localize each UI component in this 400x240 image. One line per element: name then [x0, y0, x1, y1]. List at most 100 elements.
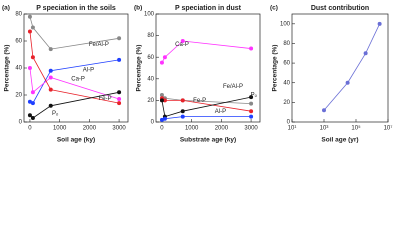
data-point: [30, 55, 35, 60]
x-tick-label: 3000: [112, 126, 126, 132]
y-tick-label: 40: [147, 76, 154, 82]
series-line: [161, 116, 252, 121]
data-point: [27, 29, 32, 34]
y-tick-label: 60: [283, 61, 290, 67]
y-tick-label: 20: [283, 100, 290, 106]
data-point: [249, 114, 254, 119]
plot-frame: [291, 13, 389, 123]
y-tick-label: 80: [15, 12, 22, 18]
data-point: [159, 98, 164, 103]
x-tick-label: 3000: [244, 126, 258, 132]
chart-title: P speciation in the soils: [36, 5, 116, 12]
x-tick-label: 0: [160, 126, 164, 132]
data-point: [48, 75, 53, 80]
data-point: [159, 93, 164, 97]
data-point: [249, 46, 254, 51]
x-tick-label: 10⁵: [351, 125, 361, 132]
data-point: [27, 99, 32, 104]
data-point: [363, 51, 368, 56]
data-point: [117, 90, 122, 95]
series-label: Pₒ: [251, 93, 258, 99]
y-tick-label: 100: [280, 21, 291, 27]
figure: (a) P speciation in the soils Soil age (ky…: [2, 5, 393, 144]
data-point: [162, 55, 167, 60]
y-tick-label: 0: [287, 120, 291, 126]
chart-title: Dust contribution: [311, 5, 369, 12]
y-tick-label: 40: [283, 80, 290, 86]
data-point: [30, 90, 35, 95]
y-tick-label: 40: [15, 66, 22, 72]
y-tick-label: 60: [147, 55, 154, 61]
panel-label: (c): [270, 5, 278, 12]
y-axis-label: Percentage (%): [4, 45, 11, 92]
series-label: Al-P: [215, 109, 226, 115]
chart-title: P speciation in dust: [175, 5, 242, 12]
series-label: Ca-P: [175, 42, 189, 48]
data-point: [30, 101, 35, 106]
series-line: [161, 40, 252, 63]
y-tick-label: 80: [283, 41, 290, 47]
series-label: Fe-P: [193, 98, 206, 104]
y-tick-label: 80: [147, 33, 154, 39]
y-axis-label: Percentage (%): [272, 45, 279, 92]
series-label: Al-P: [83, 68, 94, 74]
data-point: [180, 114, 185, 119]
y-tick-label: 20: [15, 93, 22, 99]
series-line: [161, 96, 252, 118]
data-point: [249, 101, 254, 106]
series-line: [29, 31, 120, 104]
data-point: [180, 98, 185, 103]
x-tick-label: 1000: [53, 126, 67, 132]
data-point: [159, 60, 164, 65]
data-point: [27, 113, 32, 118]
data-point: [117, 97, 122, 102]
data-point: [27, 66, 32, 70]
series-label: Fe-P: [99, 96, 112, 102]
y-tick-label: 60: [15, 39, 22, 45]
x-axis-label: Soil age (ky): [57, 137, 95, 144]
y-tick-label: 0: [19, 120, 23, 126]
data-point: [322, 108, 326, 113]
plot-frame: [23, 13, 129, 123]
x-tick-label: 10¹: [288, 126, 297, 132]
y-tick-label: 100: [144, 12, 155, 18]
plot-frame: [155, 13, 261, 123]
series-line: [29, 91, 120, 119]
x-axis-label: Soil age (yr): [321, 137, 358, 144]
data-point: [180, 39, 185, 43]
x-axis-label: Substrate age (ky): [180, 137, 236, 144]
data-point: [30, 25, 35, 30]
data-point: [377, 21, 382, 26]
x-tick-label: 2000: [215, 126, 229, 132]
data-point: [180, 109, 185, 114]
data-point: [117, 57, 122, 62]
data-point: [162, 116, 167, 121]
series-label: Ca-P: [71, 76, 85, 82]
series-line: [29, 67, 120, 100]
data-point: [249, 95, 254, 100]
data-point: [48, 103, 53, 108]
data-point: [30, 115, 35, 120]
y-tick-label: 20: [147, 98, 154, 104]
y-tick-label: 0: [151, 120, 155, 126]
data-point: [345, 80, 350, 85]
data-point: [48, 47, 53, 52]
x-tick-label: 0: [28, 126, 32, 132]
x-tick-label: 10³: [320, 126, 329, 132]
y-axis-label: Percentage (%): [136, 45, 143, 92]
series-label: Fe/Al-P: [223, 84, 243, 90]
data-point: [48, 68, 53, 73]
data-point: [48, 87, 53, 92]
series-line: [161, 94, 252, 105]
data-point: [117, 101, 122, 106]
data-point: [117, 36, 122, 41]
x-tick-label: 1000: [185, 126, 199, 132]
series-label: Pₒ: [52, 111, 59, 117]
panel-label: (a): [2, 5, 10, 12]
panel-label: (b): [134, 5, 142, 12]
data-point: [249, 109, 254, 114]
series-label: Fe/Al-P: [89, 42, 109, 48]
x-tick-label: 10⁷: [384, 125, 393, 132]
x-tick-label: 2000: [83, 126, 97, 132]
series-line: [323, 23, 380, 111]
